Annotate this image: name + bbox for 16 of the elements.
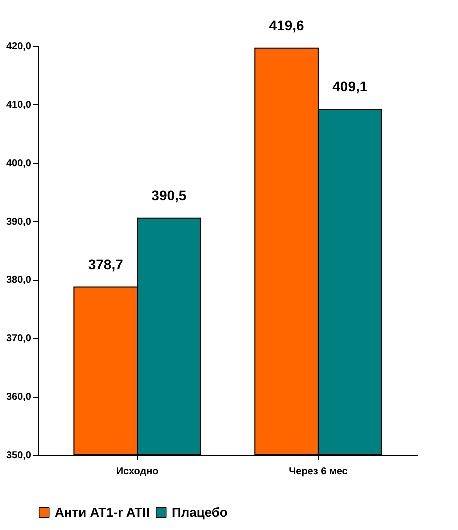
x-tick-label: Исходно (116, 466, 159, 478)
y-tick-label: 410,0 (6, 100, 32, 111)
y-tick-label: 380,0 (6, 275, 32, 286)
data-label: 378,7 (88, 256, 124, 272)
data-label: 390,5 (152, 187, 187, 204)
y-tick-label: 350,0 (6, 450, 32, 462)
y-tick-label: 420,0 (6, 42, 32, 52)
y-tick-label: 390,0 (6, 216, 32, 228)
legend-label: Анти AT1-r ATII (55, 504, 150, 520)
data-label: 419,6 (269, 17, 305, 34)
y-tick-label: 370,0 (6, 334, 32, 345)
y-tick-label: 400,0 (6, 158, 32, 170)
x-tick-label: Через 6 мес (289, 466, 348, 478)
legend-label: Плацебо (172, 504, 228, 520)
data-label: 409,1 (332, 78, 368, 95)
y-tick-label: 360,0 (6, 392, 32, 404)
